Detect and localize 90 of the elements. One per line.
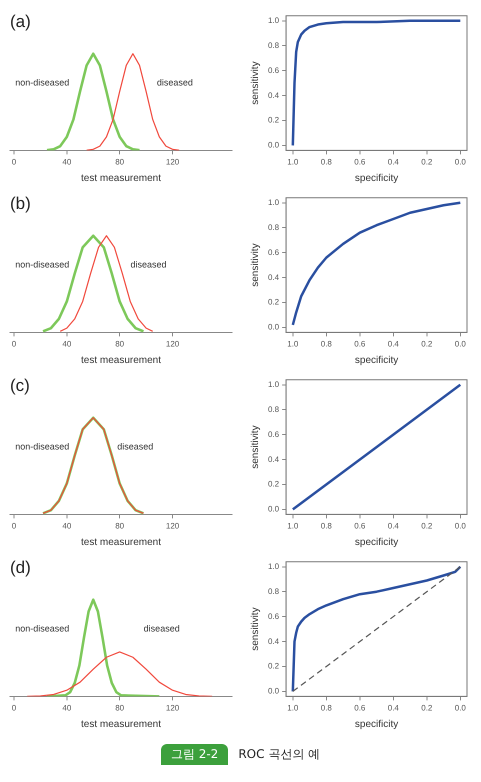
x-tick-label: 0.8 [320, 339, 332, 348]
text: diseased [144, 624, 180, 634]
x-tick-label: 0.8 [320, 157, 332, 166]
x-tick-label: 120 [166, 339, 180, 348]
chart-title: (b) [10, 194, 31, 213]
x-tick-label: 1.0 [287, 521, 299, 530]
y-tick-label: 1.0 [268, 16, 280, 25]
x-axis-title: test measurement [80, 536, 162, 548]
x-axis-title: specificity [354, 718, 398, 730]
x-tick-label: 80 [115, 521, 125, 530]
y-tick-label: 1.0 [268, 380, 280, 389]
x-axis-title: test measurement [80, 718, 162, 730]
x-tick-label: 0.2 [421, 521, 433, 530]
x-tick-label: 0.6 [354, 157, 366, 166]
y-tick-label: 0.0 [268, 686, 280, 696]
y-axis-title: sensitivity [250, 243, 261, 287]
x-axis-title: specificity [354, 354, 398, 366]
x-tick-label: 120 [166, 157, 180, 166]
y-tick-label: 0.4 [268, 90, 280, 100]
series-label: non-diseased [15, 442, 70, 452]
y-tick-label: 1.0 [268, 562, 280, 571]
x-tick-label: 0.6 [354, 339, 366, 348]
x-tick-label: 0.0 [454, 157, 466, 166]
x-axis-title: test measurement [80, 172, 162, 184]
x-tick-label: 1.0 [287, 157, 299, 166]
y-tick-label: 0.6 [268, 248, 280, 257]
y-tick-label: 0.6 [268, 66, 280, 75]
x-tick-label: 0.8 [320, 521, 332, 530]
y-tick-label: 0.4 [268, 272, 280, 282]
x-tick-label: 0.4 [388, 157, 400, 166]
x-tick-label: 120 [166, 521, 180, 530]
y-tick-label: 0.6 [268, 430, 280, 439]
x-tick-label: 1.0 [287, 703, 299, 712]
x-tick-label: 0.4 [388, 339, 400, 348]
x-tick-label: 0 [12, 703, 17, 712]
x-tick-label: 80 [115, 339, 125, 348]
x-tick-label: 0.2 [421, 703, 433, 712]
y-tick-label: 0.4 [268, 454, 280, 464]
x-tick-label: 80 [115, 157, 125, 166]
y-tick-label: 0.0 [268, 322, 280, 332]
text: ROC 곡선의 예 [238, 746, 320, 763]
x-tick-label: 0.2 [421, 157, 433, 166]
x-tick-label: 0.4 [388, 703, 400, 712]
y-tick-label: 0.8 [268, 586, 280, 596]
x-tick-label: 0.8 [320, 703, 332, 712]
x-tick-label: 0.6 [354, 703, 366, 712]
x-axis-title: test measurement [80, 354, 162, 366]
x-tick-label: 0.2 [421, 339, 433, 348]
y-axis-title: sensitivity [250, 607, 261, 651]
y-axis-title: sensitivity [250, 425, 261, 469]
y-tick-label: 0.4 [268, 636, 280, 646]
x-tick-label: 80 [115, 703, 125, 712]
y-tick-label: 0.8 [268, 222, 280, 232]
series-label: diseased [156, 78, 193, 88]
series-label: diseased [117, 442, 154, 452]
caption: 그림 2-2 [160, 744, 228, 765]
chart-title: (d) [10, 558, 31, 577]
y-tick-label: 1.0 [268, 198, 280, 207]
series-label: diseased [130, 260, 166, 270]
y-tick-label: 0.0 [268, 504, 280, 514]
series-label: non-diseased [15, 78, 70, 88]
y-tick-label: 0.2 [268, 116, 280, 125]
x-tick-label: 40 [62, 703, 72, 712]
x-tick-label: 40 [62, 339, 72, 348]
y-tick-label: 0.6 [268, 612, 280, 621]
x-tick-label: 40 [62, 521, 72, 530]
x-tick-label: 0.6 [354, 521, 366, 530]
y-axis-title: sensitivity [250, 61, 261, 105]
x-tick-label: 1.0 [287, 339, 299, 348]
y-tick-label: 0.2 [268, 662, 280, 671]
y-tick-label: 0.0 [268, 140, 280, 150]
chart-title: (c) [10, 376, 30, 395]
x-tick-label: 0.0 [454, 521, 466, 530]
x-tick-label: 0 [12, 339, 17, 348]
x-tick-label: 0 [12, 521, 17, 530]
y-tick-label: 0.8 [268, 40, 280, 50]
y-tick-label: 0.2 [268, 298, 280, 307]
series-label: non-diseased [15, 624, 70, 634]
x-tick-label: 0.0 [454, 339, 466, 348]
x-axis-title: specificity [354, 172, 398, 184]
x-tick-label: 120 [166, 703, 180, 712]
x-tick-label: 0.4 [388, 521, 400, 530]
chart-title: (a) [10, 12, 31, 31]
x-tick-label: 0.0 [454, 703, 466, 712]
y-tick-label: 0.8 [268, 404, 280, 414]
series-label: non-diseased [15, 260, 70, 270]
x-axis-title: specificity [354, 536, 398, 548]
x-tick-label: 0 [12, 157, 17, 166]
x-tick-label: 40 [62, 157, 72, 166]
y-tick-label: 0.2 [268, 480, 280, 489]
